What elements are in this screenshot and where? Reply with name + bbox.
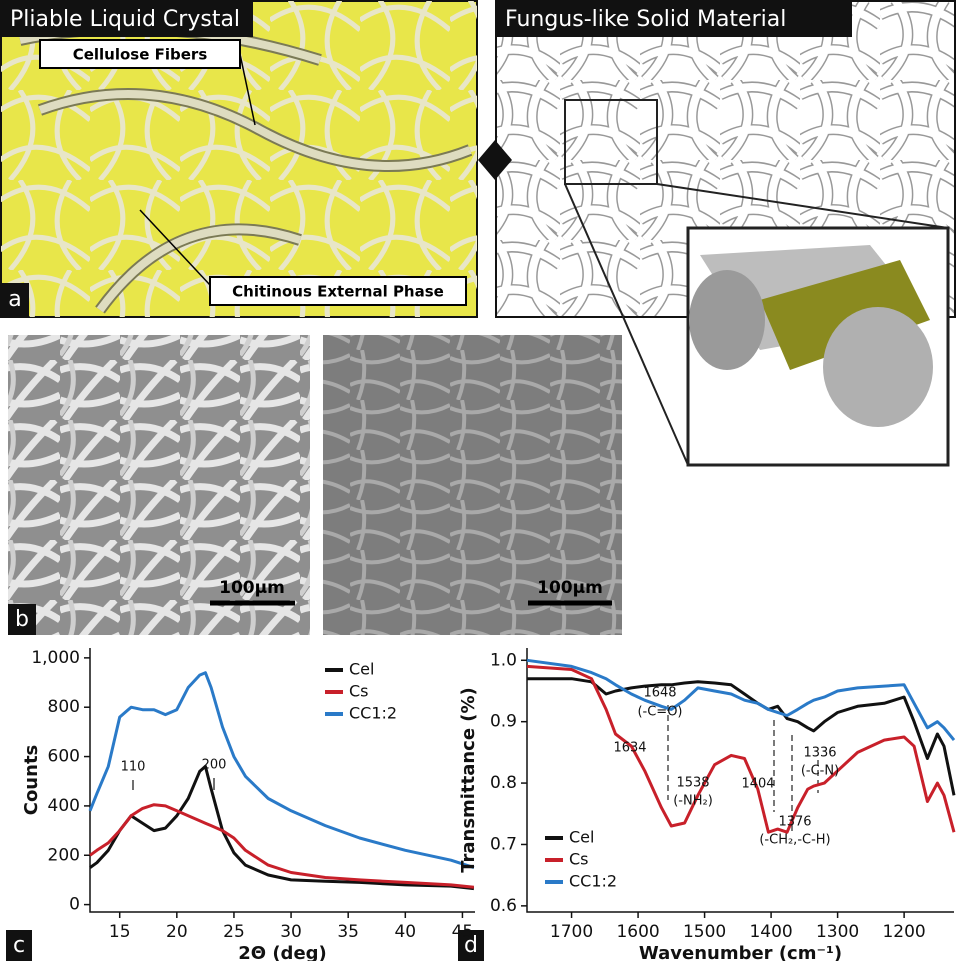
data-line [90,805,474,888]
scale-bar-label: 100µm [537,578,603,598]
panel-label: a [8,287,21,312]
x-tick-label: 1600 [616,922,659,942]
y-tick-label: 0.7 [490,834,517,854]
y-tick-label: 0 [69,895,80,915]
y-tick-label: 800 [48,697,80,717]
callout: Chitinous External Phase [232,283,444,301]
x-tick-label: 30 [280,922,302,942]
panel-title: Fungus-like Solid Material [505,7,786,32]
x-tick-label: 1200 [882,922,925,942]
x-tick-label: 20 [166,922,188,942]
legend-label: CC1:2 [569,872,617,891]
annotation: 110 [121,760,146,775]
annotation-note: (-CH₂,-C-H) [759,833,830,848]
y-tick-label: 1.0 [490,650,517,670]
x-tick-label: 1300 [816,922,859,942]
annotation: 1538 [676,776,709,791]
panel-title: Pliable Liquid Crystal [10,7,240,32]
y-tick-label: 0.8 [490,773,517,793]
x-tick-label: 1500 [683,922,726,942]
x-tick-label: 1700 [550,922,593,942]
legend-label: Cel [349,660,374,679]
annotation: 1404 [741,777,774,792]
y-tick-label: 0.6 [490,896,517,916]
axis [90,648,475,912]
annotation-note: (-NH₂) [673,794,713,809]
scale-bar-label: 100µm [219,578,285,598]
x-tick-label: 45 [452,922,474,942]
legend-label: Cs [569,850,589,869]
x-tick-label: 35 [337,922,359,942]
panel-label: c [13,933,25,958]
legend-label: CC1:2 [349,704,397,723]
annotation-note: (-C-N) [801,764,839,779]
x-axis-label: 2Θ (deg) [238,943,327,961]
legend-label: Cel [569,828,594,847]
y-axis-label: Counts [21,745,42,816]
panel-b: 100µm 100µm b [8,335,622,635]
y-tick-label: 400 [48,796,80,816]
y-tick-label: 0.9 [490,712,517,732]
x-tick-label: 15 [109,922,131,942]
x-tick-label: 1400 [749,922,792,942]
annotation: 200 [202,758,227,773]
y-axis-label: Transmittance (%) [458,687,479,873]
y-tick-label: 200 [48,845,80,865]
y-tick-label: 1,000 [31,648,80,668]
annotation-note: (-C=O) [637,705,682,720]
annotation: 1336 [803,746,836,761]
panel-label: b [15,607,29,632]
legend-label: Cs [349,682,369,701]
annotation: 1376 [778,815,811,830]
x-tick-label: 25 [223,922,245,942]
annotation: 1634 [613,741,646,756]
panel-a: Pliable Liquid Crystal Cellulose Fibers … [1,1,477,317]
x-axis-label: Wavenumber (cm⁻¹) [639,943,842,961]
x-tick-label: 40 [394,922,416,942]
callout: Cellulose Fibers [73,46,208,64]
y-tick-label: 600 [48,747,80,767]
annotation: 1648 [643,686,676,701]
figure: Pliable Liquid Crystal Cellulose Fibers … [0,0,956,961]
data-line [90,673,474,868]
